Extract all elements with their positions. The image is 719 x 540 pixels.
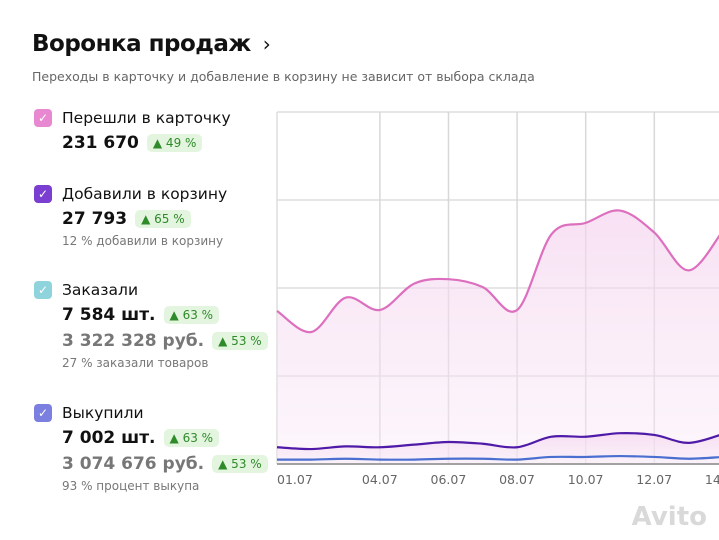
change-badge: ▲ 53 % (212, 455, 268, 473)
metric-card-cart: ✓ Добавили в корзину 27 793 ▲ 65 % 12 % до… (34, 185, 227, 248)
x-tick-label: 12.07 (636, 472, 672, 487)
change-badge: ▲ 53 % (212, 332, 268, 350)
change-badge: ▲ 63 % (163, 429, 220, 447)
series-line (276, 432, 719, 451)
series-line (276, 209, 719, 334)
chevron-right-icon: › (262, 32, 271, 56)
change-badge: ▲ 63 % (163, 306, 220, 324)
metric-card-views: ✓ Перешли в карточку 231 670 ▲ 49 % (34, 109, 231, 153)
change-badge: ▲ 49 % (146, 134, 203, 152)
page-title[interactable]: Воронка продаж › (32, 31, 271, 57)
x-tick-label: 04.07 (362, 472, 398, 487)
checkbox-icon[interactable]: ✓ (34, 281, 52, 299)
series-line (276, 454, 719, 461)
avito-watermark: Avito (631, 502, 707, 532)
metric-card-orders: ✓ Заказали 7 584 шт. ▲ 63 % 3 322 328 руб.… (34, 281, 268, 370)
x-tick-label: 08.07 (499, 472, 535, 487)
x-tick-label: 14 (705, 472, 719, 487)
subtitle: Переходы в карточку и добавление в корзи… (32, 69, 535, 84)
checkbox-icon[interactable]: ✓ (34, 185, 52, 203)
checkbox-icon[interactable]: ✓ (34, 109, 52, 127)
checkbox-icon[interactable]: ✓ (34, 404, 52, 422)
x-tick-label: 06.07 (431, 472, 467, 487)
change-badge: ▲ 65 % (135, 210, 191, 228)
series-area (277, 210, 719, 464)
x-tick-label: 01.07 (277, 472, 313, 487)
x-tick-label: 10.07 (568, 472, 604, 487)
metric-card-buyouts: ✓ Выкупили 7 002 шт. ▲ 63 % 3 074 676 руб.… (34, 404, 268, 493)
